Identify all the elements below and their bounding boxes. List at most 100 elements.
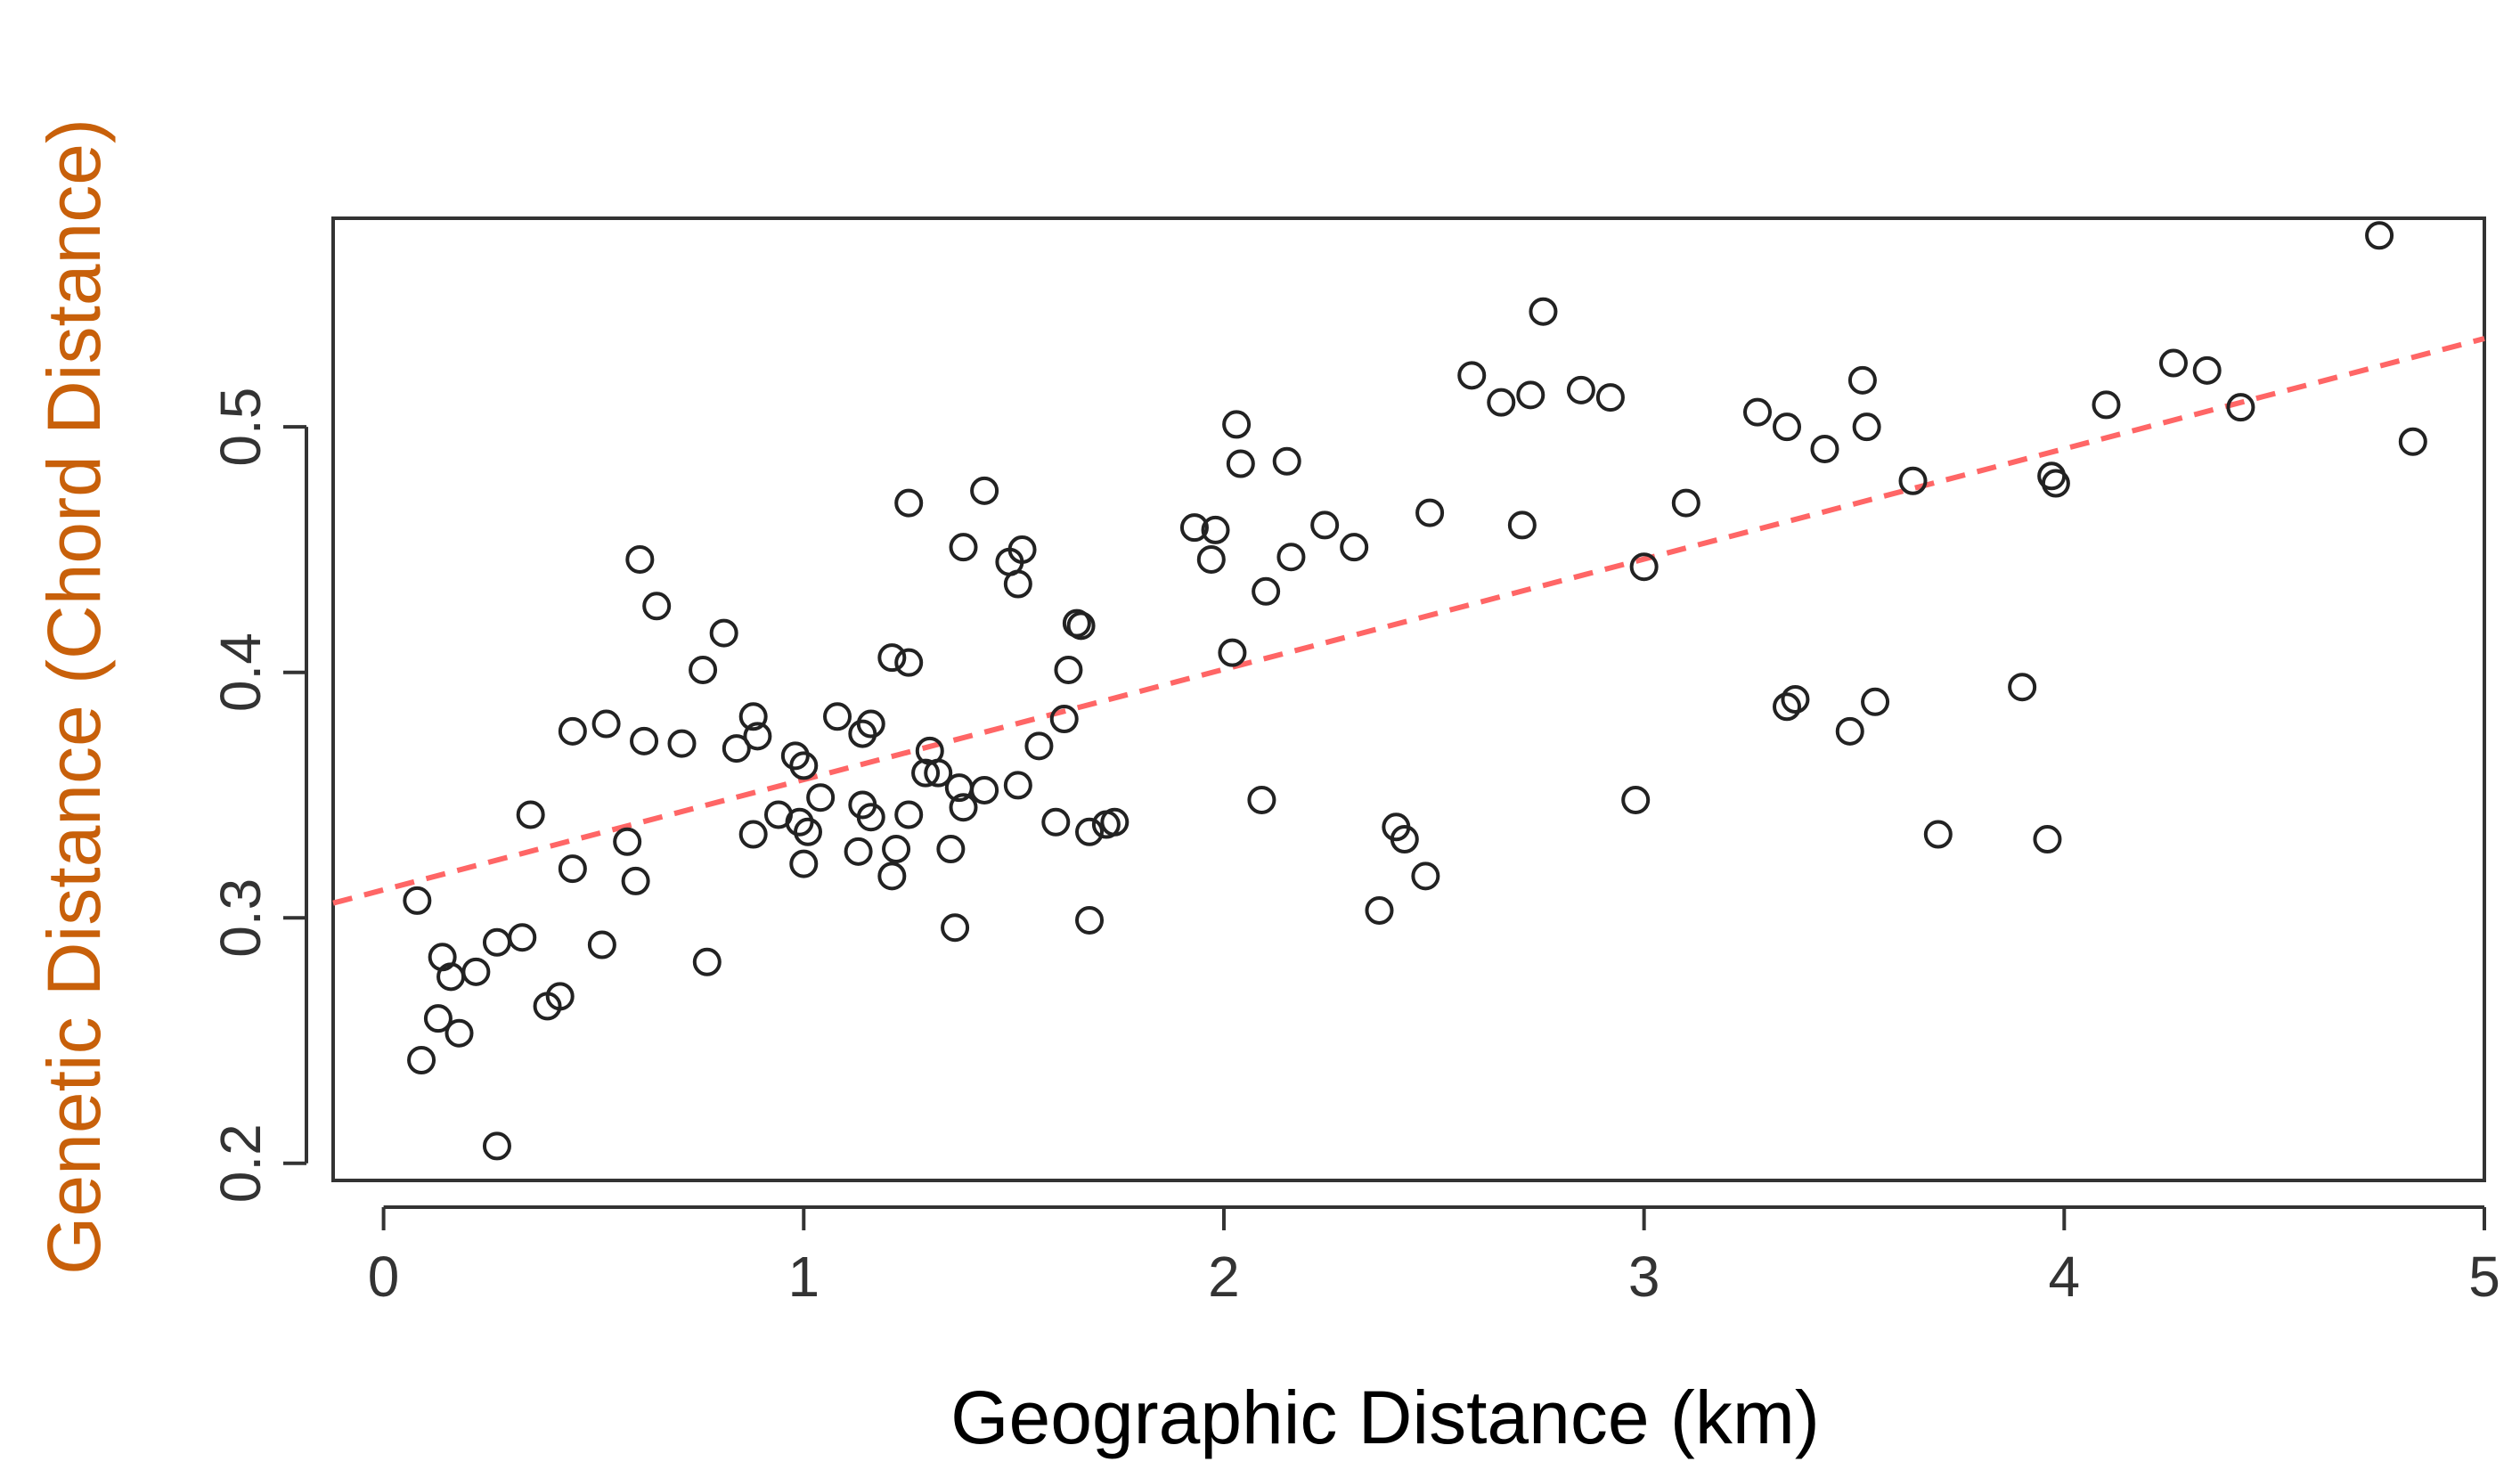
data-point — [2398, 427, 2427, 456]
data-point — [2033, 825, 2062, 854]
data-point — [856, 803, 885, 832]
data-point — [461, 957, 491, 986]
data-point — [591, 709, 621, 739]
x-tick-label: 2 — [1208, 1245, 1240, 1309]
data-point — [1898, 466, 1928, 495]
data-point — [1272, 446, 1301, 476]
data-point — [1852, 412, 1881, 442]
data-point — [2041, 469, 2070, 498]
plot-frame — [331, 216, 2486, 1182]
data-point — [621, 866, 650, 895]
y-tick-label: 0.4 — [208, 633, 273, 712]
y-tick-label: 0.2 — [208, 1123, 273, 1203]
data-point — [806, 783, 836, 812]
data-point — [2158, 348, 2188, 378]
data-point — [1066, 611, 1096, 641]
x-tick-label: 5 — [2468, 1245, 2500, 1309]
data-point — [738, 702, 768, 731]
data-point — [970, 775, 999, 804]
data-points — [403, 221, 2427, 1161]
data-point — [1629, 552, 1659, 582]
data-point — [1923, 820, 1953, 849]
data-point — [516, 800, 545, 829]
y-axis-title: Genetic Distance (Chord Distance) — [32, 118, 116, 1275]
x-axis: 0 1 2 3 4 5 — [368, 1205, 2500, 1309]
data-point — [894, 648, 924, 677]
data-point — [689, 655, 718, 684]
data-point — [625, 544, 655, 574]
data-point — [823, 702, 852, 731]
data-point — [1671, 488, 1700, 518]
data-point — [722, 734, 751, 763]
data-point — [482, 1131, 511, 1161]
data-point — [1457, 361, 1487, 390]
data-point — [1810, 434, 1839, 463]
x-tick-label: 1 — [787, 1245, 820, 1309]
data-point — [1621, 785, 1651, 814]
data-point — [407, 1046, 436, 1074]
data-point — [403, 886, 432, 915]
data-point — [780, 741, 810, 771]
data-point — [743, 722, 772, 751]
data-point — [630, 726, 659, 755]
data-point — [1041, 807, 1071, 837]
y-tick-label: 0.3 — [208, 878, 273, 958]
data-point — [533, 992, 562, 1021]
data-point — [1226, 449, 1255, 478]
x-tick-label: 3 — [1628, 1245, 1660, 1309]
data-point — [924, 758, 953, 788]
data-point — [2008, 673, 2037, 702]
data-point — [1075, 905, 1105, 935]
data-point — [1516, 380, 1545, 410]
data-point — [1773, 692, 1802, 722]
data-point — [793, 817, 822, 846]
data-point — [1054, 655, 1083, 684]
data-point — [482, 927, 511, 957]
data-point — [1310, 510, 1340, 540]
data-point — [1179, 513, 1209, 543]
x-axis-title: Geographic Distance (km) — [950, 1376, 1820, 1459]
data-point — [882, 835, 911, 864]
data-point — [1196, 544, 1226, 574]
data-point — [1340, 533, 1369, 562]
data-point — [949, 533, 978, 562]
data-point — [877, 643, 907, 673]
data-point — [911, 758, 941, 788]
data-point — [1201, 515, 1230, 544]
data-point — [1024, 731, 1054, 761]
data-point — [1003, 771, 1032, 800]
data-point — [613, 827, 642, 856]
data-point — [1247, 785, 1276, 814]
data-point — [848, 719, 877, 748]
data-point — [423, 1004, 453, 1033]
data-point — [738, 820, 768, 849]
data-point — [1276, 543, 1306, 572]
data-point — [1487, 388, 1516, 417]
data-point — [936, 835, 966, 864]
data-point — [1075, 817, 1105, 846]
data-point — [1415, 498, 1445, 527]
data-point — [789, 849, 819, 878]
data-point — [844, 837, 873, 866]
data-point — [1835, 716, 1864, 746]
data-point — [2192, 355, 2222, 385]
data-point — [949, 793, 978, 822]
data-point — [587, 930, 616, 959]
data-point — [508, 923, 537, 952]
data-point — [856, 709, 885, 739]
trend-line — [332, 336, 2485, 906]
data-point — [2226, 393, 2255, 422]
data-point — [709, 618, 738, 648]
data-point — [1091, 810, 1121, 839]
data-point — [785, 807, 814, 837]
data-point — [444, 1018, 474, 1048]
data-point — [558, 854, 587, 884]
x-tick-label: 4 — [2049, 1245, 2081, 1309]
data-point — [1507, 510, 1537, 540]
data-point — [1847, 365, 1877, 395]
data-point — [1411, 861, 1440, 891]
data-point — [558, 716, 587, 746]
data-point — [789, 751, 819, 780]
data-point — [436, 962, 466, 992]
x-tick-label: 0 — [368, 1245, 400, 1309]
